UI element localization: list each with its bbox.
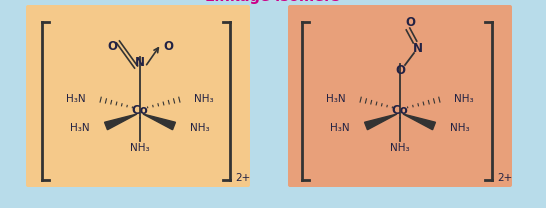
Polygon shape (143, 114, 175, 130)
Text: Co: Co (132, 104, 149, 116)
Text: H₃N: H₃N (327, 94, 346, 104)
Text: O: O (395, 63, 405, 77)
Text: O: O (107, 40, 117, 52)
Text: 2+: 2+ (497, 173, 512, 183)
Text: H₃N: H₃N (330, 123, 350, 133)
Polygon shape (365, 114, 397, 130)
Text: NH₃: NH₃ (130, 143, 150, 153)
Text: H₃N: H₃N (67, 94, 86, 104)
Text: NH₃: NH₃ (390, 143, 410, 153)
Text: 2+: 2+ (235, 173, 250, 183)
Text: O: O (163, 40, 173, 52)
FancyBboxPatch shape (26, 5, 250, 187)
FancyBboxPatch shape (288, 5, 512, 187)
Polygon shape (403, 114, 436, 130)
Text: H₃N: H₃N (70, 123, 90, 133)
Text: Co: Co (391, 104, 408, 116)
Text: NH₃: NH₃ (450, 123, 470, 133)
Text: NH₃: NH₃ (194, 94, 213, 104)
Text: NH₃: NH₃ (454, 94, 473, 104)
Polygon shape (104, 114, 137, 130)
Text: N: N (413, 42, 423, 54)
Text: O: O (405, 16, 415, 30)
Text: Linkage isomers: Linkage isomers (205, 0, 341, 4)
Text: N: N (135, 57, 145, 69)
Text: NH₃: NH₃ (190, 123, 210, 133)
